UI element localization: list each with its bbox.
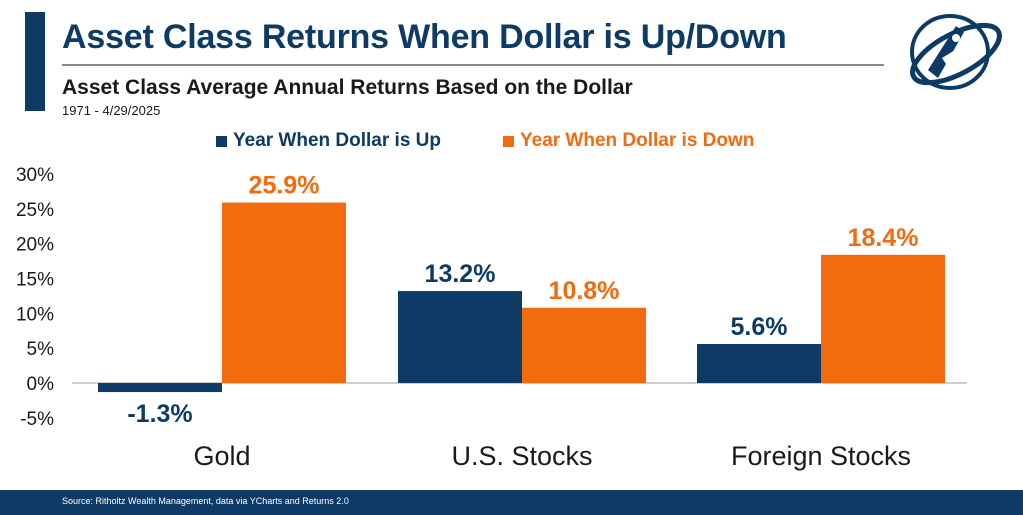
data-label: 18.4% bbox=[848, 224, 919, 252]
page-title: Asset Class Returns When Dollar is Up/Do… bbox=[62, 18, 787, 56]
bar-down bbox=[522, 307, 646, 383]
title-accent-bar bbox=[25, 12, 45, 111]
bar-up bbox=[98, 383, 222, 393]
company-logo-icon bbox=[910, 14, 1002, 90]
data-label: 25.9% bbox=[249, 172, 320, 200]
legend-item-up: Year When Dollar is Up bbox=[216, 130, 441, 152]
y-tick-label: 25% bbox=[16, 200, 54, 221]
bar-down bbox=[222, 202, 346, 383]
data-label: 13.2% bbox=[425, 260, 496, 288]
category-label: Gold bbox=[193, 441, 250, 471]
y-tick-label: 20% bbox=[16, 235, 54, 256]
bar-down bbox=[821, 254, 945, 383]
bar-up bbox=[398, 291, 522, 383]
y-tick-label: 15% bbox=[16, 270, 54, 291]
y-tick-label: 0% bbox=[27, 374, 55, 395]
bar-chart: 30% 25% 20% 15% 10% 5% 0% -5% -1.3% 25.9% Gold 13.2… bbox=[16, 165, 967, 471]
legend-label-up: Year When Dollar is Up bbox=[233, 130, 441, 151]
date-range: 1971 - 4/29/2025 bbox=[62, 103, 161, 118]
category-label: U.S. Stocks bbox=[451, 441, 592, 471]
footer-bar: Source: Ritholtz Wealth Management, data… bbox=[0, 490, 1023, 515]
y-tick-label: -5% bbox=[20, 409, 54, 430]
data-label: 5.6% bbox=[731, 313, 788, 341]
bar-up bbox=[697, 343, 821, 383]
y-tick-label: 10% bbox=[16, 304, 54, 325]
legend-swatch-up bbox=[216, 135, 227, 147]
category-label: Foreign Stocks bbox=[731, 441, 911, 471]
y-tick-label: 5% bbox=[27, 339, 55, 360]
legend-item-down: Year When Dollar is Down bbox=[503, 130, 754, 152]
chart-subtitle: Asset Class Average Annual Returns Based… bbox=[62, 76, 633, 99]
data-label: 10.8% bbox=[549, 277, 620, 305]
title-divider bbox=[62, 64, 884, 66]
legend-label-down: Year When Dollar is Down bbox=[520, 130, 755, 151]
data-label: -1.3% bbox=[127, 400, 192, 428]
y-tick-label: 30% bbox=[16, 165, 54, 186]
source-note: Source: Ritholtz Wealth Management, data… bbox=[62, 496, 349, 506]
legend-swatch-down bbox=[503, 135, 514, 147]
